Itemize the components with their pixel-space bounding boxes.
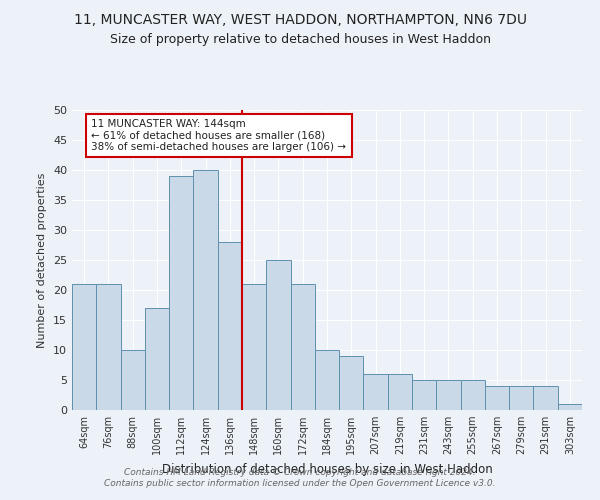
Bar <box>96 284 121 410</box>
Text: 11 MUNCASTER WAY: 144sqm
← 61% of detached houses are smaller (168)
38% of semi-: 11 MUNCASTER WAY: 144sqm ← 61% of detach… <box>91 119 346 152</box>
Bar <box>242 284 266 410</box>
Bar <box>388 374 412 410</box>
Bar <box>436 380 461 410</box>
Bar <box>509 386 533 410</box>
Text: 11, MUNCASTER WAY, WEST HADDON, NORTHAMPTON, NN6 7DU: 11, MUNCASTER WAY, WEST HADDON, NORTHAMP… <box>74 12 527 26</box>
Text: Contains HM Land Registry data © Crown copyright and database right 2024.
Contai: Contains HM Land Registry data © Crown c… <box>104 468 496 487</box>
Bar <box>193 170 218 410</box>
Bar <box>315 350 339 410</box>
Bar <box>266 260 290 410</box>
Bar <box>339 356 364 410</box>
Bar <box>169 176 193 410</box>
Bar <box>485 386 509 410</box>
Bar <box>533 386 558 410</box>
Bar <box>218 242 242 410</box>
Bar <box>412 380 436 410</box>
Bar <box>145 308 169 410</box>
Bar <box>461 380 485 410</box>
Bar <box>364 374 388 410</box>
Bar <box>290 284 315 410</box>
Bar <box>558 404 582 410</box>
X-axis label: Distribution of detached houses by size in West Haddon: Distribution of detached houses by size … <box>161 462 493 475</box>
Bar <box>121 350 145 410</box>
Bar <box>72 284 96 410</box>
Text: Size of property relative to detached houses in West Haddon: Size of property relative to detached ho… <box>110 32 491 46</box>
Y-axis label: Number of detached properties: Number of detached properties <box>37 172 47 348</box>
